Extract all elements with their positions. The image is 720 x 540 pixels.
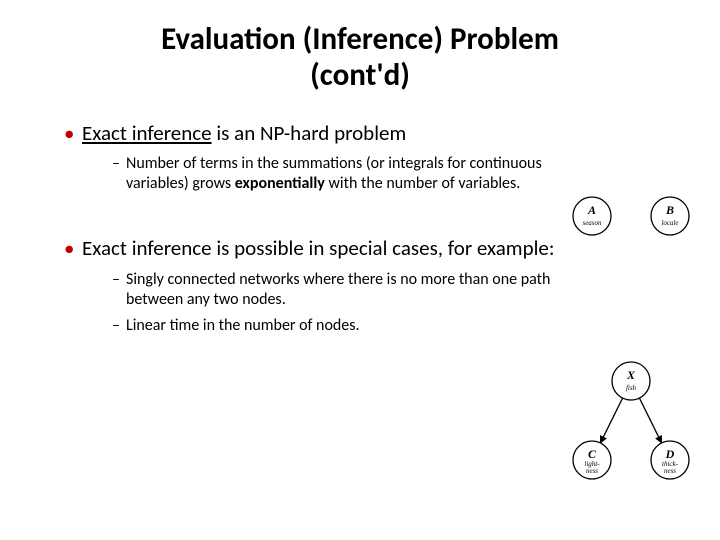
svg-text:ness: ness [586,467,598,475]
diagram-bottom-svg: XfishClight-nessDthick-ness [566,358,696,486]
svg-text:X: X [626,368,636,382]
slide-title: Evaluation (Inference) Problem (cont'd) [40,22,680,93]
svg-text:season: season [582,219,602,227]
svg-text:ness: ness [664,467,676,475]
svg-text:D: D [665,447,675,461]
bullet-2-subs: Singly connected networks where there is… [82,270,564,336]
bullet-1-rest: is an NP-hard problem [212,120,407,146]
diagram-bottom: XfishClight-nessDthick-ness [566,358,696,486]
bullet-1-text: Exact inference is an NP-hard problem [82,120,406,146]
bullet-1-underline: Exact inference [82,120,212,146]
svg-text:B: B [665,203,674,217]
sub-text-b: with the number of variables. [325,174,520,193]
diagram-top-svg: Aseason Blocale [566,188,696,256]
svg-text:fish: fish [626,384,637,392]
bullet-2-sub-2: Linear time in the number of nodes. [112,316,552,336]
diagram-top: Aseason Blocale [566,188,696,256]
svg-text:locale: locale [661,219,678,227]
bullet-1-sub-1: Number of terms in the summations (or in… [112,154,552,194]
bullet-2-text: Exact inference is possible in special c… [82,235,555,261]
bullet-list: Exact inference is an NP-hard problem Nu… [40,121,680,194]
sub-text-bold: exponentially [235,174,325,193]
title-line-2: (cont'd) [310,56,410,94]
bullet-2: Exact inference is possible in special c… [64,236,564,335]
bullet-1: Exact inference is an NP-hard problem Nu… [64,121,680,194]
title-line-1: Evaluation (Inference) Problem [161,20,559,58]
svg-text:A: A [587,203,596,217]
svg-text:C: C [588,447,597,461]
bullet-2-sub-1: Singly connected networks where there is… [112,270,552,310]
